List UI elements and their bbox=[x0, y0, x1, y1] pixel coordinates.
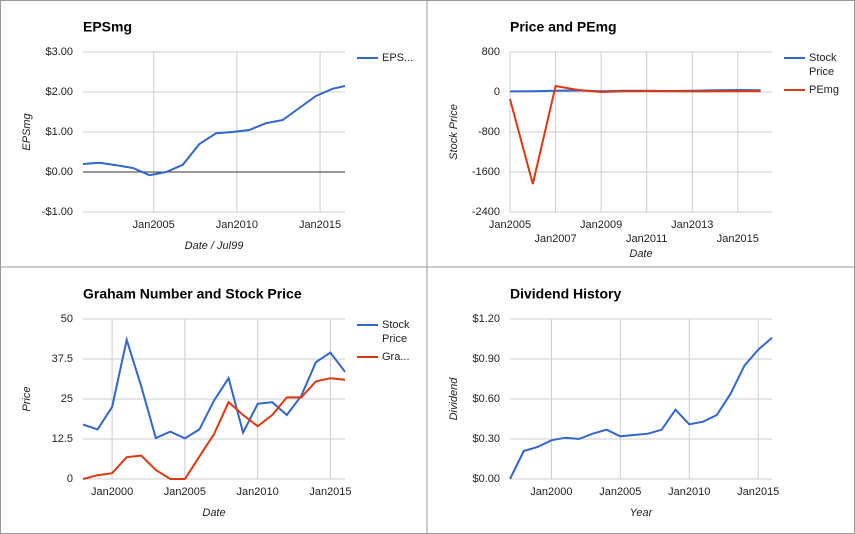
legend-item: EPS... bbox=[382, 52, 414, 64]
legend-item: Stock Price bbox=[809, 52, 837, 78]
series-line bbox=[509, 84, 761, 185]
legend-item: PEmg bbox=[809, 84, 839, 96]
y-tick-label: 25 bbox=[61, 393, 73, 405]
chart-title: EPSmg bbox=[83, 19, 132, 35]
x-axis-title: Date / Jul99 bbox=[185, 240, 244, 252]
y-tick-label: $1.20 bbox=[472, 313, 500, 325]
y-tick-label: 800 bbox=[482, 46, 500, 58]
x-tick-label: Jan2015 bbox=[309, 486, 351, 498]
y-tick-label: $0.30 bbox=[472, 433, 500, 445]
x-tick-label: Jan2007 bbox=[534, 233, 576, 245]
chart-title: Price and PEmg bbox=[510, 19, 617, 35]
legend-label: EPS... bbox=[382, 52, 414, 64]
legend-item: Gra... bbox=[382, 351, 410, 363]
x-tick-label: Jan2010 bbox=[216, 219, 258, 231]
series-line bbox=[82, 335, 346, 440]
x-tick-label: Jan2009 bbox=[580, 219, 622, 231]
y-tick-label: $0.00 bbox=[45, 166, 73, 178]
y-axis-title: Stock Price bbox=[448, 104, 460, 160]
y-tick-label: -800 bbox=[478, 126, 500, 138]
y-tick-label: -$1.00 bbox=[42, 206, 73, 218]
legend-label: PEmg bbox=[809, 84, 839, 96]
chart-title: Graham Number and Stock Price bbox=[83, 286, 302, 302]
y-tick-label: $1.00 bbox=[45, 126, 73, 138]
y-tick-label: 12.5 bbox=[52, 433, 73, 445]
y-axis-title: Dividend bbox=[448, 377, 460, 421]
x-tick-label: Jan2005 bbox=[164, 486, 206, 498]
y-tick-label: $0.00 bbox=[472, 473, 500, 485]
y-tick-label: -2400 bbox=[472, 206, 500, 218]
legend-item: Stock Price bbox=[382, 319, 410, 345]
x-tick-label: Jan2015 bbox=[717, 233, 759, 245]
x-tick-label: Jan2005 bbox=[599, 486, 641, 498]
series-line bbox=[509, 336, 773, 480]
x-tick-label: Jan2005 bbox=[133, 219, 175, 231]
series-line bbox=[82, 377, 346, 480]
x-tick-label: Jan2010 bbox=[668, 486, 710, 498]
x-tick-label: Jan2000 bbox=[91, 486, 133, 498]
y-tick-label: $0.60 bbox=[472, 393, 500, 405]
chart-panel: Graham Number and Stock Price 50 37.5 25 12.… bbox=[21, 286, 410, 519]
x-tick-label: Jan2013 bbox=[671, 219, 713, 231]
y-tick-label: 50 bbox=[61, 313, 73, 325]
chart-title: Dividend History bbox=[510, 286, 621, 302]
y-axis-title: EPSmg bbox=[21, 112, 33, 150]
x-tick-label: Jan2000 bbox=[530, 486, 572, 498]
x-tick-label: Jan2005 bbox=[489, 219, 531, 231]
series-line bbox=[82, 85, 346, 177]
y-tick-label: $3.00 bbox=[45, 46, 73, 58]
chart-panel: Dividend History $1.20 $0.90 $0.60 $0.30 $0.0… bbox=[448, 286, 779, 519]
legend-label: Stock Price bbox=[809, 52, 837, 78]
x-tick-label: Jan2011 bbox=[626, 233, 667, 245]
y-tick-label: 0 bbox=[67, 473, 73, 485]
x-tick-label: Jan2015 bbox=[299, 219, 341, 231]
x-axis-title: Date bbox=[629, 248, 652, 260]
y-tick-label: $0.90 bbox=[472, 353, 500, 365]
x-axis-title: Date bbox=[202, 507, 225, 519]
legend-label: Stock Price bbox=[382, 319, 410, 345]
chart-panel: Price and PEmg8000-800-1600-2400Jan2005J… bbox=[448, 19, 839, 260]
chart-panel: EPSmg $3.00 $2.00 $1.00 $0.00 -$1.00 Jan2005 Ja… bbox=[21, 19, 414, 252]
x-tick-label: Jan2010 bbox=[237, 486, 279, 498]
y-tick-label: 0 bbox=[494, 86, 500, 98]
y-tick-label: $2.00 bbox=[45, 86, 73, 98]
legend-label: Gra... bbox=[382, 351, 410, 363]
x-tick-label: Jan2015 bbox=[737, 486, 779, 498]
x-axis-title: Year bbox=[630, 507, 654, 519]
y-tick-label: -1600 bbox=[472, 166, 500, 178]
y-axis-title: Price bbox=[21, 386, 33, 411]
y-tick-label: 37.5 bbox=[52, 353, 73, 365]
